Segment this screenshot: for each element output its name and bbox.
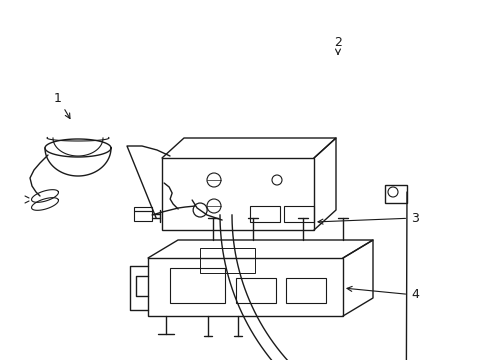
Text: 2: 2 — [333, 36, 341, 54]
Bar — [162, 158, 313, 230]
Bar — [285, 278, 325, 303]
Bar — [170, 268, 224, 303]
Text: 1: 1 — [54, 91, 70, 118]
Bar — [249, 206, 280, 222]
Text: 3: 3 — [317, 212, 418, 225]
Text: 4: 4 — [346, 287, 418, 302]
Bar — [148, 258, 342, 316]
Bar — [284, 206, 313, 222]
Bar — [236, 278, 275, 303]
Bar — [384, 185, 406, 203]
Bar — [134, 207, 152, 211]
Bar — [134, 211, 152, 221]
Bar — [200, 248, 254, 273]
